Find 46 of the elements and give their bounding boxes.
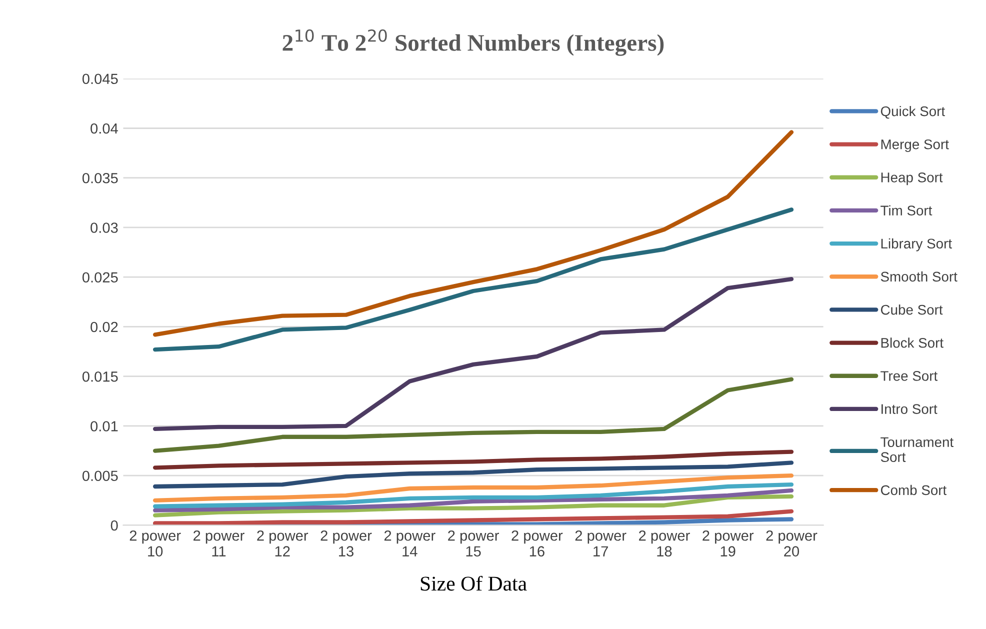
y-tick-label: 0.02: [90, 322, 118, 332]
legend-label: Tree Sort: [880, 371, 938, 381]
legend-label: Smooth Sort: [880, 271, 958, 282]
y-tick-label: 0.04: [90, 123, 118, 134]
x-tick-label: 2 power 20: [766, 530, 818, 556]
legend-label: Tim Sort: [880, 205, 932, 216]
x-tick-label: 2 power 12: [257, 530, 308, 556]
y-tick-label: 0.03: [90, 222, 118, 233]
line-series: [152, 277, 794, 432]
x-tick-label: 2 power 13: [320, 530, 372, 556]
line-series: [152, 494, 794, 518]
line-series: [152, 450, 794, 470]
x-tick-label: 2 power 15: [448, 530, 499, 556]
line-series: [152, 509, 794, 526]
line-series: [152, 377, 794, 453]
chart-title: 2$^{10}$ To 2$^{20}$ Sorted Numbers (Integers): [282, 29, 664, 56]
y-tick-label: 0.015: [82, 371, 118, 382]
y-tick-label: 0.005: [82, 470, 118, 482]
legend-label: Block Sort: [881, 338, 944, 348]
x-tick-label: 2 power 10: [130, 530, 181, 556]
line-series: [152, 208, 794, 352]
y-tick-label: 0: [110, 520, 118, 531]
line-series: [152, 460, 794, 489]
x-tick-label: 2 power 18: [639, 530, 690, 556]
x-tick-label: 2 power 16: [512, 530, 563, 556]
line-series: [152, 482, 794, 508]
x-tick-label: 2 power 19: [702, 530, 754, 556]
y-tick-label: 0.025: [82, 272, 118, 283]
x-axis-title: Size Of Data: [420, 576, 527, 591]
line-series: [152, 130, 794, 337]
legend-label: Cube Sort: [880, 304, 943, 315]
x-tick-label: 2 power 14: [384, 530, 436, 556]
legend-label: Merge Sort: [881, 139, 949, 152]
line-series: [152, 488, 794, 512]
x-tick-label: 2 power 17: [575, 530, 626, 556]
x-tick-label: 2 power 11: [194, 530, 244, 556]
legend-label: Intro Sort: [882, 404, 938, 414]
legend-label: Heap Sort: [881, 172, 943, 186]
legend-label: Comb Sort: [880, 484, 947, 496]
y-tick-label: 0.035: [82, 172, 118, 184]
line-series: [152, 474, 794, 502]
y-tick-label: 0.01: [90, 421, 118, 432]
y-tick-label: 0.045: [82, 74, 118, 84]
legend-label: Quick Sort: [880, 106, 945, 119]
legend-label: Library Sort: [881, 238, 952, 252]
legend-label: Tournament Sort: [880, 437, 954, 462]
